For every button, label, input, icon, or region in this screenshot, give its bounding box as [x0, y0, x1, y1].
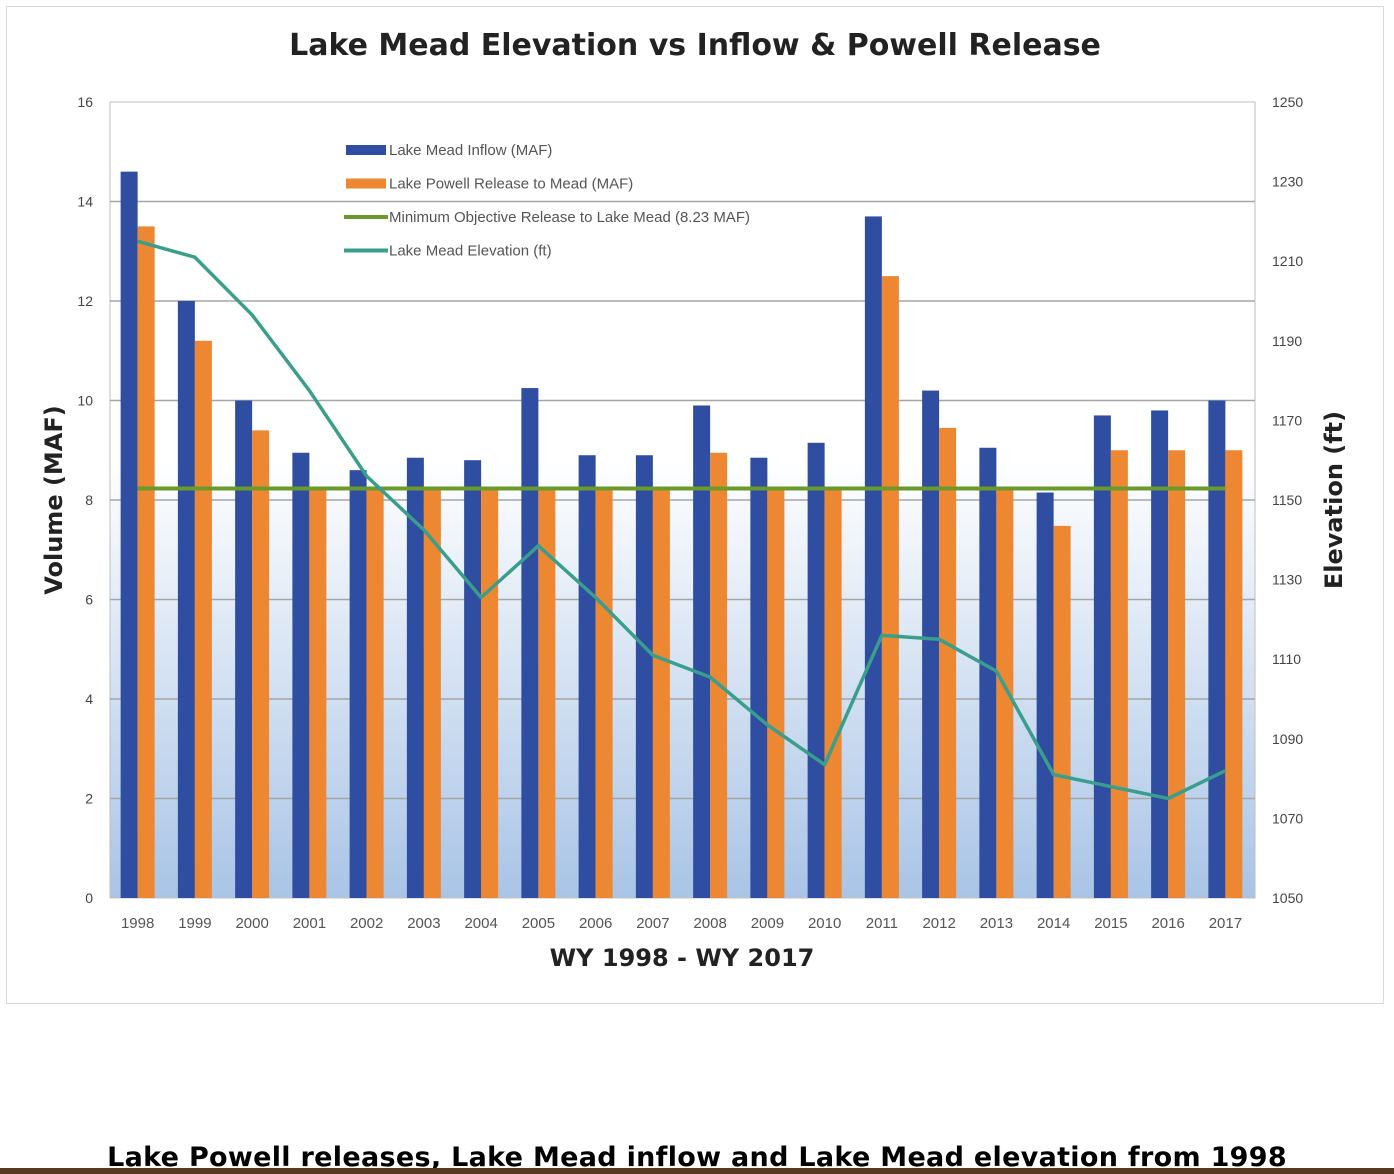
x-tick-label: 2000: [235, 915, 268, 932]
y2-tick-label: 1190: [1272, 333, 1302, 349]
y-tick-label: 6: [85, 592, 93, 608]
chart-title: Lake Mead Elevation vs Inflow & Powell R…: [289, 28, 1101, 63]
release-bar: [137, 226, 155, 898]
x-tick-label: 2009: [751, 915, 784, 932]
y-tick-label: 0: [85, 890, 93, 906]
inflow-bar: [864, 216, 882, 899]
y2-tick-label: 1090: [1272, 731, 1303, 747]
inflow-bar: [807, 442, 825, 898]
y2-tick-label: 1210: [1272, 253, 1303, 269]
y-tick-label: 10: [77, 393, 93, 409]
release-bar: [481, 488, 499, 898]
x-tick-label: 2006: [579, 915, 612, 932]
x-axis-label: WY 1998 - WY 2017: [550, 944, 815, 972]
inflow-bar: [1036, 492, 1054, 898]
x-tick-label: 2011: [866, 915, 898, 932]
inflow-bar: [922, 390, 940, 898]
y2-tick-label: 1230: [1272, 174, 1303, 190]
release-bar: [194, 340, 212, 898]
release-bar: [652, 488, 670, 898]
y2-tick-label: 1130: [1272, 572, 1302, 588]
chart: 0 2 4 6 8 10 12 14 16 1050 1070 1090 1110 1130 1150 117…: [40, 28, 1348, 972]
bottom-border: [0, 1168, 1394, 1174]
x-tick-label: 1999: [178, 915, 211, 932]
y2-tick-label: 1250: [1272, 94, 1303, 110]
y2-tick-label: 1070: [1272, 810, 1303, 826]
release-bar: [1168, 450, 1186, 898]
y-tick-label: 14: [77, 194, 93, 210]
legend-swatch: [346, 178, 386, 189]
y2-tick-label: 1170: [1272, 412, 1302, 428]
inflow-bar: [1208, 400, 1226, 898]
release-bar: [538, 488, 556, 898]
y-tick-label: 16: [77, 94, 93, 110]
release-bar: [366, 488, 384, 898]
release-bar: [1225, 450, 1243, 898]
y-tick-label: 12: [77, 293, 93, 309]
inflow-bar: [578, 455, 596, 898]
y2-tick-label: 1110: [1272, 651, 1301, 667]
release-bar: [824, 488, 842, 898]
x-tick-label: 2017: [1209, 915, 1242, 932]
inflow-bar: [693, 405, 711, 898]
release-bar: [767, 488, 785, 898]
x-tick-label: 2008: [693, 915, 726, 932]
release-bar: [710, 452, 728, 898]
x-tick-label: 2007: [636, 915, 669, 932]
elevation-line: [137, 239, 1227, 801]
inflow-bar: [235, 400, 253, 898]
chart-frame: [6, 6, 1384, 1004]
y-tick-label: 4: [85, 691, 93, 707]
y2-tick-label: 1150: [1272, 492, 1302, 508]
inflow-bar: [750, 457, 768, 898]
y2-tick-label: 1050: [1272, 890, 1303, 906]
legend-label: Lake Mead Elevation (ft): [389, 243, 552, 260]
release-bar: [252, 430, 270, 898]
x-tick-label: 2002: [350, 915, 383, 932]
x-tick-label: 2004: [464, 915, 497, 932]
x-tick-label: 2015: [1094, 915, 1127, 932]
inflow-bar: [635, 455, 653, 898]
release-bar: [996, 488, 1014, 898]
release-bar: [595, 488, 613, 898]
release-bar: [1053, 525, 1071, 898]
y-tick-label: 8: [85, 492, 93, 508]
legend: Lake Mead Inflow (MAF) Lake Powell Releas…: [344, 142, 750, 260]
release-bar: [881, 276, 899, 898]
release-bar: [1110, 450, 1128, 898]
release-bar: [309, 488, 327, 898]
x-tick-label: 2013: [980, 915, 1013, 932]
inflow-bar: [177, 301, 195, 898]
legend-label: Lake Powell Release to Mead (MAF): [389, 176, 633, 193]
x-tick-label: 2001: [293, 915, 326, 932]
inflow-bar: [464, 460, 482, 898]
inflow-bar: [521, 388, 539, 898]
release-bar: [423, 488, 441, 898]
x-tick-label: 2016: [1151, 915, 1184, 932]
inflow-bar: [292, 452, 310, 898]
inflow-bar: [349, 470, 367, 898]
x-tick-label: 1998: [121, 915, 154, 932]
release-bar: [939, 427, 957, 898]
y-tick-label: 2: [85, 791, 93, 807]
legend-swatch: [346, 145, 386, 155]
figure-caption: Lake Powell releases, Lake Mead inflow a…: [107, 1142, 1287, 1173]
inflow-bar: [120, 171, 138, 898]
x-tick-label: 2003: [407, 915, 440, 932]
inflow-bar: [979, 447, 997, 898]
x-tick-label: 2012: [922, 915, 955, 932]
legend-label: Lake Mead Inflow (MAF): [389, 142, 552, 159]
legend-label: Minimum Objective Release to Lake Mead (…: [389, 209, 750, 226]
x-tick-label: 2010: [808, 915, 841, 932]
y-axis-label: Volume (MAF): [40, 405, 68, 595]
inflow-bar: [1093, 415, 1111, 898]
y2-axis-label: Elevation (ft): [1320, 411, 1348, 589]
inflow-bar: [406, 457, 424, 898]
x-tick-label: 2014: [1037, 915, 1070, 932]
inflow-bar: [1151, 410, 1169, 898]
x-tick-label: 2005: [522, 915, 555, 932]
